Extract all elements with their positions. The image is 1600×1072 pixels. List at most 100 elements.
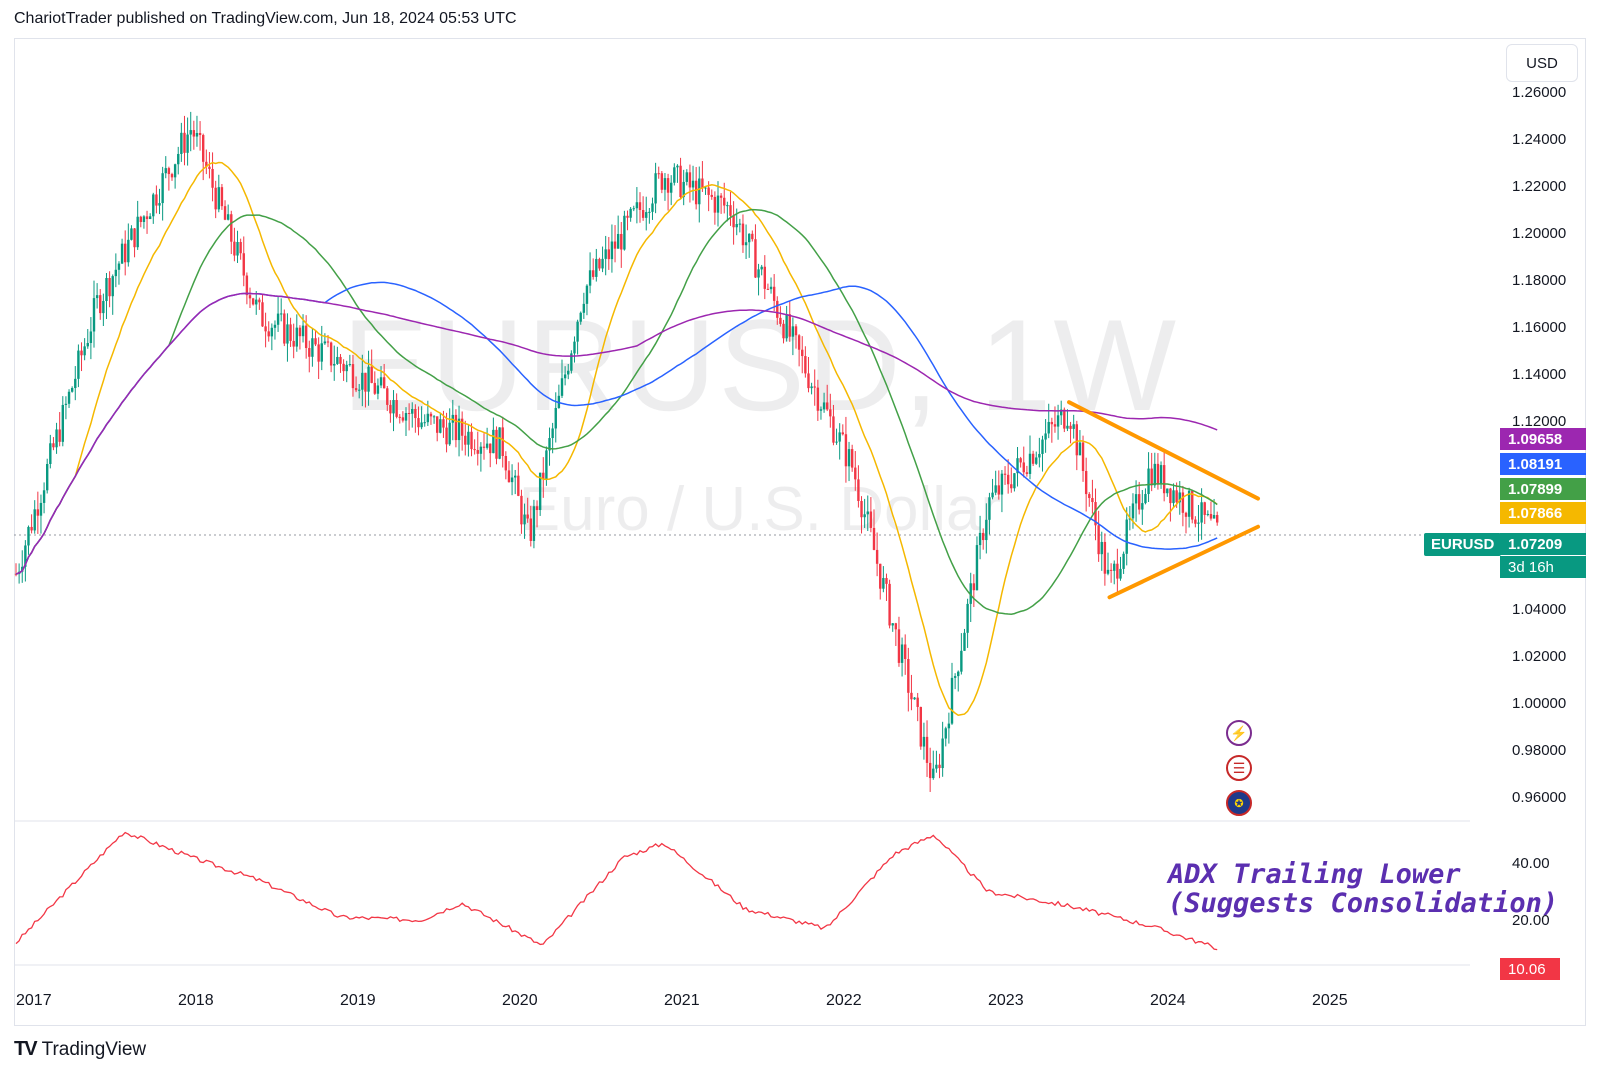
candle-body xyxy=(648,211,651,213)
price-tick: 1.24000 xyxy=(1512,131,1567,148)
tradingview-brand: TradingView xyxy=(41,1038,147,1060)
candle-body xyxy=(479,446,483,454)
candle-body xyxy=(1072,424,1075,429)
candle-body xyxy=(966,603,969,633)
candle-body xyxy=(838,432,841,442)
candle-body xyxy=(148,216,152,220)
price-tick: 1.12000 xyxy=(1512,413,1567,430)
candle-body xyxy=(485,443,489,448)
us-flag-icon[interactable]: ☰ xyxy=(1226,755,1252,781)
candle-body xyxy=(220,187,224,207)
candle-body xyxy=(879,563,882,589)
candle-body xyxy=(308,348,311,357)
candle-body xyxy=(882,578,885,589)
eu-flag-icon[interactable]: ✪ xyxy=(1226,790,1252,816)
adx-tick: 20.00 xyxy=(1512,912,1550,929)
tradingview-footer[interactable]: TV TradingView xyxy=(14,1038,146,1061)
candle-body xyxy=(982,532,985,541)
candle-body xyxy=(841,432,844,435)
candle-body xyxy=(298,327,302,337)
candle-body xyxy=(888,583,891,626)
price-tick: 1.20000 xyxy=(1512,225,1567,242)
candle-body xyxy=(698,178,701,205)
price-tick: 0.98000 xyxy=(1512,742,1567,759)
candle-body xyxy=(1053,424,1057,427)
adx-value-tag: 10.06 xyxy=(1500,958,1560,980)
candle-body xyxy=(1197,522,1200,524)
candle-body xyxy=(464,435,467,445)
candle-body xyxy=(473,449,476,451)
candle-body xyxy=(663,178,667,190)
year-label: 2023 xyxy=(988,992,1024,1009)
candle-body xyxy=(885,578,888,584)
candle-body xyxy=(532,506,536,541)
candle-body xyxy=(108,278,111,297)
candle-body xyxy=(922,736,926,747)
candle-body xyxy=(620,233,623,250)
candle-body xyxy=(283,313,286,344)
candle-body xyxy=(928,762,932,779)
candle-body xyxy=(710,194,713,197)
candle-body xyxy=(595,258,598,277)
candle-body xyxy=(1025,472,1029,474)
candle-body xyxy=(295,327,298,347)
candle-body xyxy=(286,324,289,344)
candle-body xyxy=(1153,463,1156,486)
candle-body xyxy=(950,677,954,724)
candle-body xyxy=(1138,494,1141,510)
candle-body xyxy=(67,391,71,404)
candle-body xyxy=(74,378,77,389)
candle-body xyxy=(426,413,430,423)
candle-body xyxy=(1035,457,1038,464)
candle-body xyxy=(270,327,274,337)
candle-body xyxy=(972,583,976,591)
candle-body xyxy=(1060,409,1063,416)
name-watermark: Euro / U.S. Dollar xyxy=(518,475,1002,544)
year-label: 2017 xyxy=(16,992,52,1009)
candle-body xyxy=(180,132,183,154)
price-tick: 1.14000 xyxy=(1512,366,1567,383)
candle-body xyxy=(214,187,217,210)
candle-body xyxy=(666,178,670,193)
candle-body xyxy=(766,288,770,290)
candle-body xyxy=(1097,525,1100,555)
candle-body xyxy=(592,270,595,277)
candle-body xyxy=(420,422,423,428)
candle-body xyxy=(395,399,398,417)
candle-body xyxy=(910,692,913,700)
candle-body xyxy=(988,497,991,520)
candle-body xyxy=(99,295,102,314)
candle-body xyxy=(632,208,635,210)
lightning-icon[interactable]: ⚡ xyxy=(1226,720,1252,746)
candle-body xyxy=(345,364,348,372)
price-tick: 0.96000 xyxy=(1512,789,1567,806)
candle-body xyxy=(616,233,620,249)
candle-body xyxy=(198,133,202,136)
candle-body xyxy=(822,402,826,410)
candle-body xyxy=(860,501,863,518)
candle-body xyxy=(339,356,342,364)
price-tick: 1.18000 xyxy=(1512,272,1567,289)
candle-body xyxy=(476,450,479,454)
candle-body xyxy=(367,366,370,392)
candle-body xyxy=(80,350,83,356)
candle-body xyxy=(538,472,542,510)
candle-body xyxy=(192,130,196,137)
candle-body xyxy=(49,443,52,464)
ma100-line xyxy=(15,281,1218,575)
candle-body xyxy=(797,335,801,350)
candle-body xyxy=(111,276,114,297)
candle-body xyxy=(1056,415,1060,427)
candle-body xyxy=(1209,513,1213,519)
candle-body xyxy=(326,341,330,343)
candle-body xyxy=(776,300,779,318)
candle-body xyxy=(679,165,682,198)
currency-selector[interactable]: USD xyxy=(1506,44,1578,82)
candle-body xyxy=(64,403,68,405)
candle-body xyxy=(670,182,673,193)
candle-body xyxy=(963,632,966,651)
candle-body xyxy=(127,239,130,263)
candle-body xyxy=(826,402,829,410)
candle-body xyxy=(1122,553,1125,569)
candle-body xyxy=(1047,421,1050,434)
